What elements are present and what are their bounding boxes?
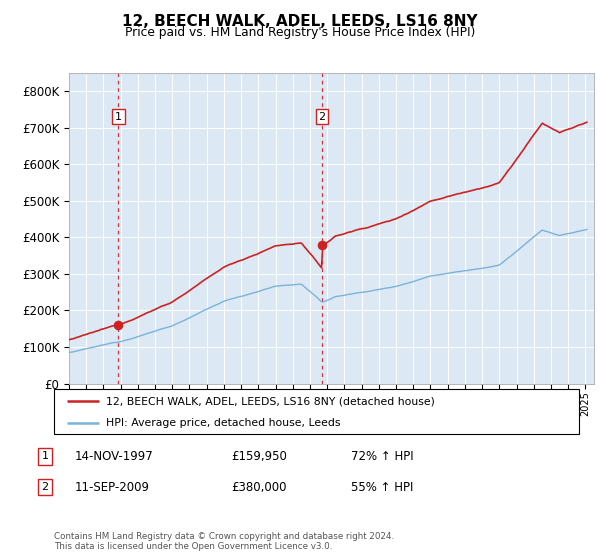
- Text: 2: 2: [319, 111, 326, 122]
- Text: 55% ↑ HPI: 55% ↑ HPI: [351, 480, 413, 494]
- Text: HPI: Average price, detached house, Leeds: HPI: Average price, detached house, Leed…: [107, 418, 341, 428]
- Text: 2: 2: [41, 482, 49, 492]
- Text: Price paid vs. HM Land Registry's House Price Index (HPI): Price paid vs. HM Land Registry's House …: [125, 26, 475, 39]
- Text: 72% ↑ HPI: 72% ↑ HPI: [351, 450, 413, 463]
- Text: £159,950: £159,950: [231, 450, 287, 463]
- Text: 14-NOV-1997: 14-NOV-1997: [75, 450, 154, 463]
- Text: 12, BEECH WALK, ADEL, LEEDS, LS16 8NY: 12, BEECH WALK, ADEL, LEEDS, LS16 8NY: [122, 14, 478, 29]
- Point: [113, 321, 123, 330]
- Text: 12, BEECH WALK, ADEL, LEEDS, LS16 8NY (detached house): 12, BEECH WALK, ADEL, LEEDS, LS16 8NY (d…: [107, 396, 436, 407]
- Text: 1: 1: [41, 451, 49, 461]
- Text: 11-SEP-2009: 11-SEP-2009: [75, 480, 150, 494]
- Text: 1: 1: [115, 111, 122, 122]
- Text: Contains HM Land Registry data © Crown copyright and database right 2024.
This d: Contains HM Land Registry data © Crown c…: [54, 532, 394, 552]
- Text: £380,000: £380,000: [231, 480, 287, 494]
- Point: [317, 240, 327, 249]
